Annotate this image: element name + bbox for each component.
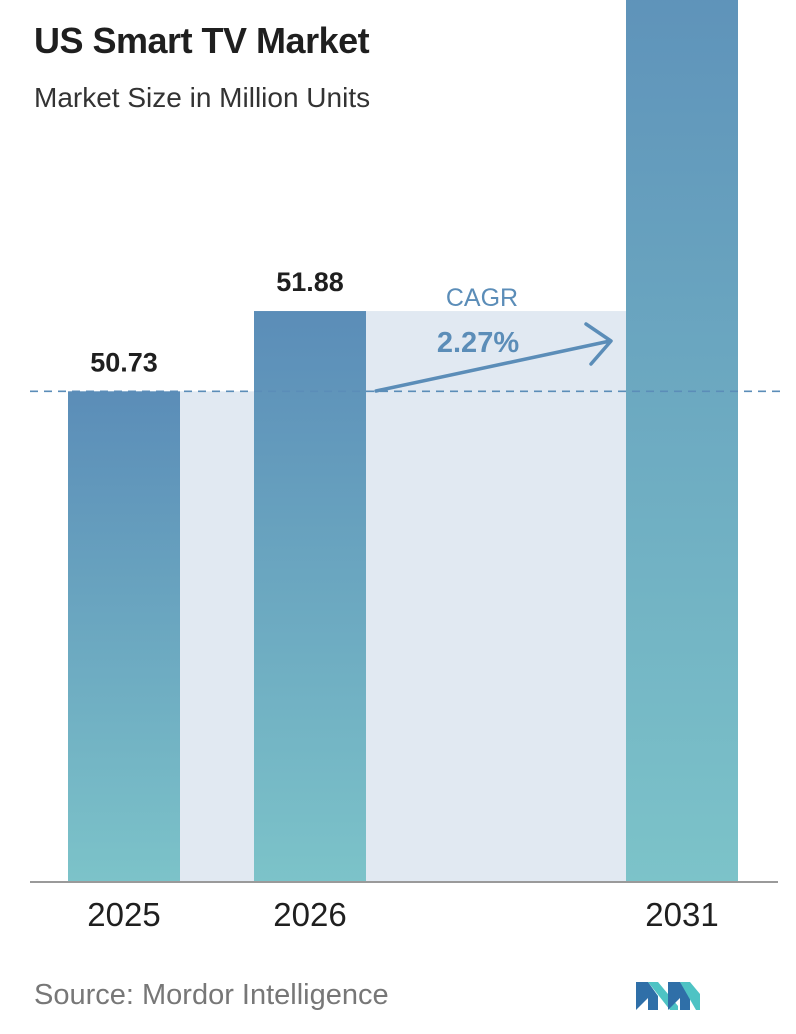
x-tick-label-2026: 2026 [273, 896, 346, 933]
bar-2025 [68, 391, 180, 882]
bar-2031 [626, 0, 738, 883]
shaded-band [180, 391, 254, 882]
chart-title: US Smart TV Market [34, 20, 370, 61]
value-label-2026: 51.88 [276, 267, 344, 297]
chart-subtitle: Market Size in Million Units [34, 82, 371, 113]
cagr-arrow [374, 322, 613, 393]
cagr-label: CAGR [446, 284, 518, 312]
source-text: Source: Mordor Intelligence [34, 979, 389, 1011]
bar-2026 [254, 311, 366, 882]
shaded-band [366, 311, 626, 882]
mordor-intelligence-logo-icon [636, 982, 700, 1010]
x-tick-label-2025: 2025 [87, 896, 160, 933]
value-label-2025: 50.73 [90, 347, 158, 377]
cagr-value: 2.27% [437, 327, 519, 359]
x-tick-label-2031: 2031 [645, 896, 718, 933]
